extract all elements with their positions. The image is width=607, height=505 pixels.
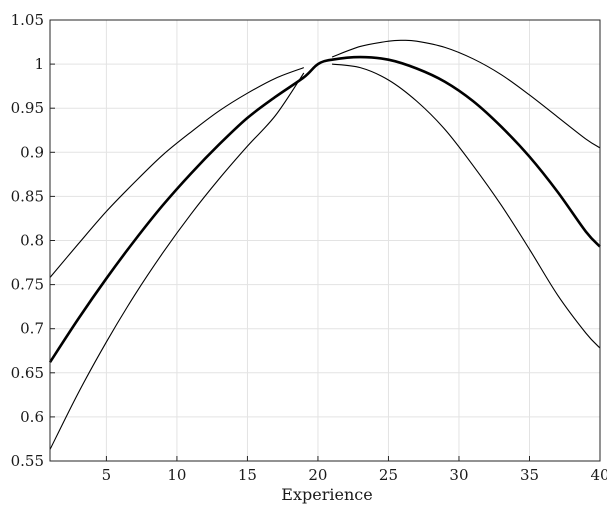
y-tick-label: 0.8 [20,232,44,250]
x-tick-label: 40 [590,466,607,484]
y-tick-label: 0.75 [11,276,44,294]
series-lines [48,39,601,450]
y-tick-label: 0.6 [20,408,44,426]
x-axis-title: Experience [281,485,372,504]
y-tick-label: 1 [34,55,44,73]
x-tick-label: 30 [449,466,468,484]
x-tick-label: 10 [167,466,186,484]
x-tick-label: 5 [102,466,112,484]
y-tick-label: 0.55 [11,452,44,470]
tick-labels: 5 10 15 20 25 30 35 40 0.55 0.6 0.65 0.7 0.75 0.8 0.85… [11,11,607,484]
ticks [50,19,601,462]
series-line-bound-1 [49,67,305,278]
y-tick-label: 0.95 [11,99,44,117]
y-tick-label: 0.7 [20,320,44,338]
series-line-estimate [48,55,601,363]
y-tick-label: 0.9 [20,143,44,161]
y-tick-label: 1.05 [11,11,44,29]
series-line-bound-2 [49,72,305,450]
y-tick-label: 0.85 [11,187,44,205]
series-line-bound-4 [331,63,601,349]
series-line-bound-3 [331,39,601,149]
y-tick-label: 0.65 [11,364,44,382]
x-tick-label: 15 [238,466,257,484]
x-tick-label: 35 [520,466,539,484]
x-tick-label: 20 [308,466,327,484]
x-tick-label: 25 [379,466,398,484]
